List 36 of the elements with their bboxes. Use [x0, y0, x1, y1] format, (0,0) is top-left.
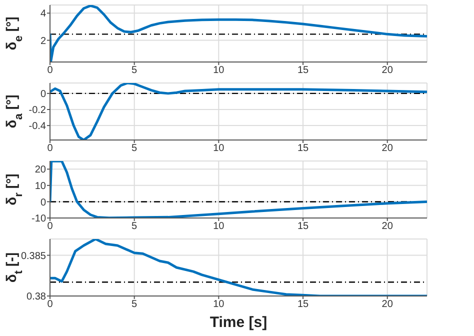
x-axis-title: Time [s]: [210, 314, 268, 331]
y-tick-label: 10: [34, 180, 46, 192]
x-tick-label: 15: [297, 143, 310, 154]
x-tick-label: 20: [382, 65, 394, 76]
x-tick-label: 20: [382, 299, 394, 310]
line-series: [50, 5, 427, 62]
y-tick-label: -10: [32, 214, 46, 225]
line-series: [50, 161, 427, 218]
y-tick-label: 0: [40, 88, 46, 100]
x-tick-label: 15: [297, 65, 310, 76]
x-tick-label: 15: [297, 221, 310, 232]
y-tick-label: -0.4: [28, 121, 46, 132]
x-tick-label: 10: [213, 65, 225, 76]
x-tick-label: 5: [132, 221, 138, 232]
x-tick-label: 0: [47, 299, 54, 310]
x-tick-label: 10: [213, 221, 225, 232]
y-tick-label: 0: [40, 197, 46, 208]
x-tick-label: 0: [47, 65, 54, 76]
x-tick-label: 10: [213, 299, 225, 310]
y-tick-label: 4: [40, 8, 46, 20]
y-tick-label: 0.385: [20, 250, 46, 262]
x-tick-label: 15: [297, 299, 310, 310]
line-series: [50, 83, 427, 140]
y-tick-label: 2: [40, 36, 46, 47]
x-tick-label: 5: [132, 143, 138, 154]
x-tick-label: 0: [47, 221, 54, 232]
x-tick-label: 10: [213, 143, 225, 154]
x-tick-label: 0: [47, 143, 54, 154]
y-tick-label: -0.2: [28, 105, 46, 116]
line-series: [50, 239, 427, 296]
x-tick-label: 20: [382, 221, 394, 232]
x-tick-label: 5: [132, 299, 138, 310]
y-tick-label: 0.38: [26, 292, 46, 303]
x-tick-label: 5: [132, 65, 138, 76]
x-tick-label: 20: [382, 143, 394, 154]
y-tick-label: 20: [34, 164, 46, 176]
